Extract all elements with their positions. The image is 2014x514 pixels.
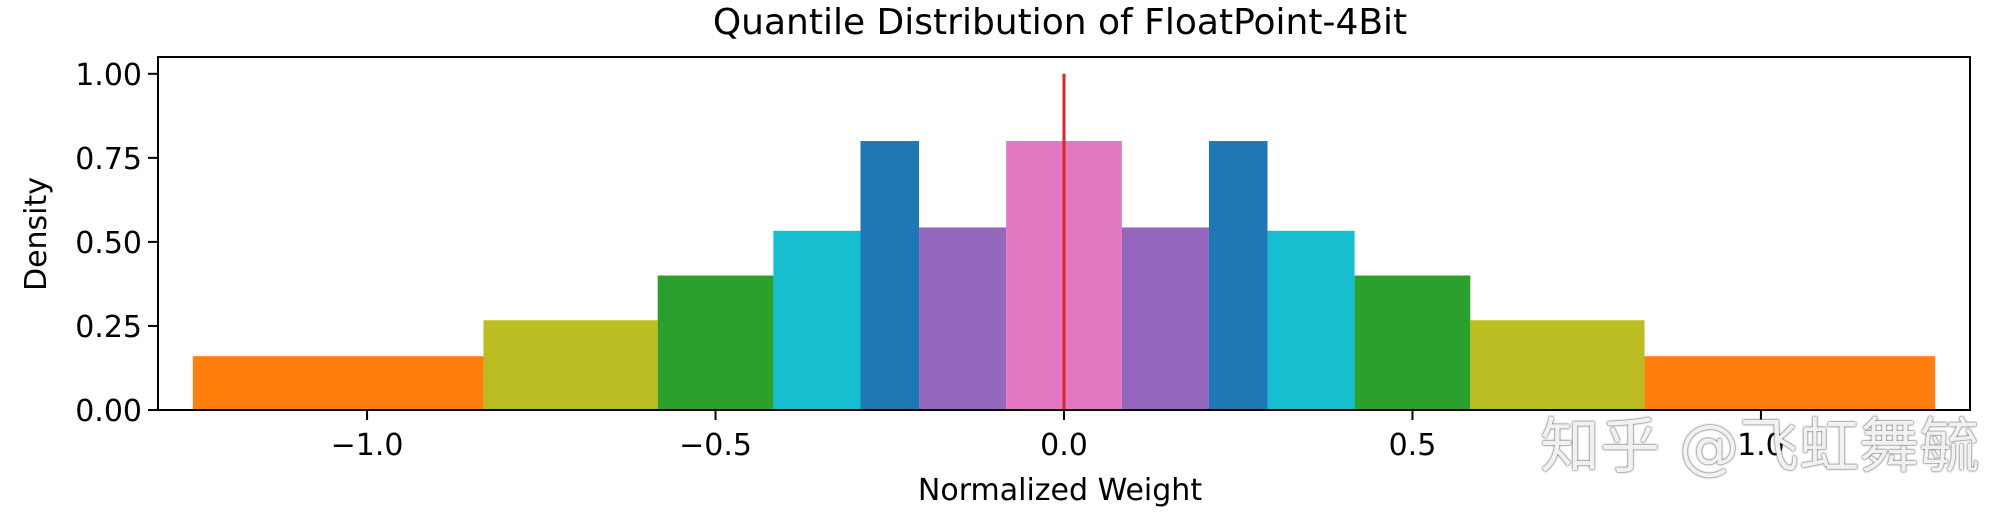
histogram-bar: [1267, 230, 1355, 410]
y-axis-label: Density: [19, 177, 54, 291]
watermark-text: 知乎 @飞虹舞毓: [1540, 412, 1980, 482]
x-tick-label: −1.0: [331, 428, 404, 463]
y-tick-label: 0.75: [75, 142, 142, 177]
x-axis-label: Normalized Weight: [918, 473, 1202, 508]
histogram-bar: [192, 356, 484, 410]
histogram-bar: [657, 275, 774, 410]
histogram-bar: [919, 227, 1007, 410]
histogram-bar: [1470, 320, 1645, 410]
histogram-bar: [1354, 275, 1471, 410]
histogram-bar: [860, 141, 920, 411]
y-tick-label: 0.00: [75, 394, 142, 429]
y-tick-label: 0.50: [75, 226, 142, 261]
y-tick-label: 1.00: [75, 58, 142, 93]
chart-title: Quantile Distribution of FloatPoint-4Bit: [713, 2, 1407, 43]
y-tick-label: 0.25: [75, 310, 142, 345]
histogram-bar: [773, 230, 861, 410]
histogram-bar: [1121, 227, 1209, 410]
histogram-bar: [1208, 141, 1268, 411]
histogram-bar: [483, 320, 658, 410]
x-tick-label: 1.0: [1737, 428, 1785, 463]
histogram-bar: [1644, 356, 1936, 410]
x-tick-label: −0.5: [679, 428, 752, 463]
x-tick-label: 0.5: [1389, 428, 1437, 463]
x-tick-label: 0.0: [1040, 428, 1088, 463]
